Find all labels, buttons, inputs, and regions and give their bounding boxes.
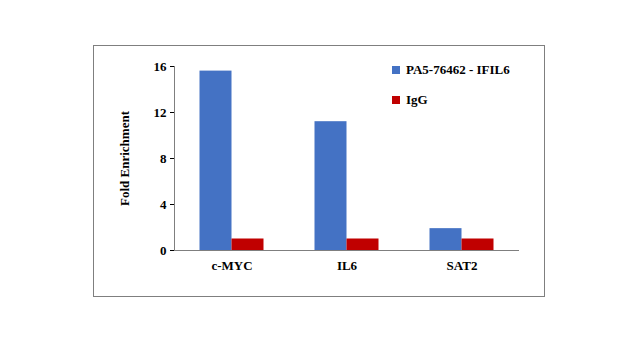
svg-text:SAT2: SAT2 [447, 258, 478, 273]
svg-text:0: 0 [160, 243, 167, 258]
svg-text:16: 16 [154, 59, 168, 74]
svg-text:Fold Enrichment: Fold Enrichment [117, 110, 132, 206]
html-text:PA5-76462 - IFIL6: PA5-76462 - IFIL6 [406, 62, 510, 77]
svg-text:4: 4 [160, 197, 167, 212]
svg-text:8: 8 [160, 151, 167, 166]
svg-text:12: 12 [154, 105, 167, 120]
svg-text:c-MYC: c-MYC [211, 258, 252, 273]
html-text:IgG: IgG [406, 92, 428, 107]
svg-text:IL6: IL6 [337, 258, 358, 273]
